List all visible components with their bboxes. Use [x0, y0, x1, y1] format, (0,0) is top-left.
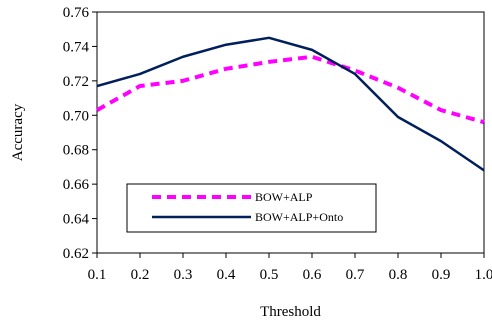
x-axis-ticks: 0.1 0.2 0.3 0.4 0.5 0.6 0.7 0.8 0.9 1.0 [88, 253, 492, 283]
legend-box [126, 183, 377, 233]
y-tick-label: 0.66 [63, 177, 90, 193]
legend: BOW+ALP BOW+ALP+Onto [126, 183, 377, 233]
y-axis-ticks: 0.62 0.64 0.66 0.68 0.70 0.72 0.74 0.76 [63, 5, 97, 262]
x-tick-label: 0.9 [432, 267, 451, 283]
x-axis-title: Threshold [260, 304, 321, 320]
y-tick-label: 0.62 [63, 246, 89, 262]
x-tick-label: 0.8 [389, 267, 408, 283]
series-line-bow-alp [96, 54, 485, 125]
series-layer [96, 36, 485, 172]
y-tick-label: 0.76 [63, 5, 90, 21]
legend-label: BOW+ALP [255, 190, 313, 204]
x-tick-label: 0.4 [217, 267, 236, 283]
legend-label: BOW+ALP+Onto [255, 210, 343, 224]
x-tick-label: 1.0 [475, 267, 492, 283]
y-tick-label: 0.72 [63, 74, 89, 90]
x-tick-label: 0.2 [131, 267, 150, 283]
plot-area-frame [96, 11, 485, 254]
x-tick-label: 0.6 [303, 267, 322, 283]
x-tick-label: 0.3 [174, 267, 193, 283]
y-tick-label: 0.70 [63, 108, 89, 124]
x-tick-label: 0.1 [88, 267, 107, 283]
x-tick-label: 0.7 [346, 267, 365, 283]
x-tick-label: 0.5 [260, 267, 279, 283]
y-axis-title: Accuracy [10, 103, 26, 161]
series-line-bow-alp-onto [96, 36, 485, 172]
y-tick-label: 0.64 [63, 212, 90, 228]
y-tick-label: 0.68 [63, 143, 89, 159]
y-tick-label: 0.74 [63, 39, 90, 55]
